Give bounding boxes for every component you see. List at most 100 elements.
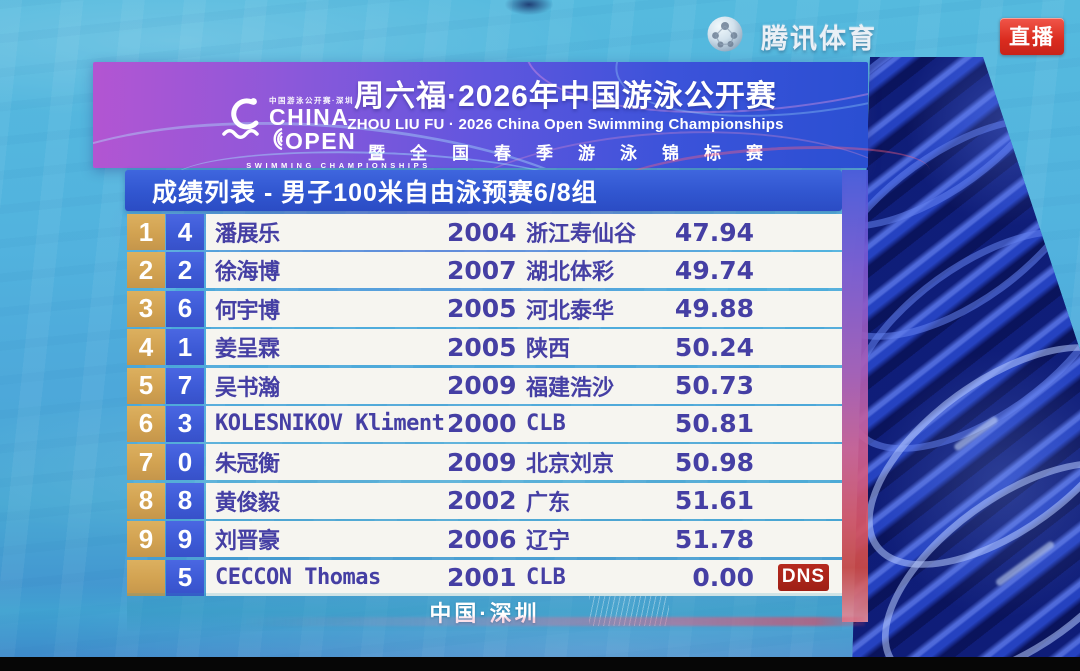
team-name: 福建浩沙 bbox=[526, 375, 615, 401]
letterbox-bar bbox=[0, 657, 1080, 671]
row-content: 徐海博 2007 湖北体彩 49.74 bbox=[206, 252, 842, 289]
result-row: 4 1 姜呈霖 2005 陕西 50.24 bbox=[127, 329, 842, 366]
athlete-name: 何宇博 bbox=[215, 298, 280, 324]
row-content: CECCON Thomas 2001 CLB 0.00 DNS bbox=[206, 559, 842, 596]
team-name: 北京刘京 bbox=[526, 452, 615, 478]
event-title-cn: 周六福·2026年中国游泳公开赛 bbox=[354, 80, 777, 113]
result-time: 50.81 bbox=[674, 409, 754, 439]
athlete-name: 潘展乐 bbox=[215, 222, 280, 247]
result-row: 8 8 黄俊毅 2002 广东 51.61 bbox=[127, 482, 842, 519]
birth-year: 2000 bbox=[447, 409, 517, 439]
rank-cell: 5 bbox=[127, 367, 165, 404]
event-header-banner: 中国游泳公开赛·深圳 CHINA OPEN SWIMM bbox=[93, 62, 868, 168]
side-accent-band bbox=[842, 170, 868, 622]
athlete-name: 黄俊毅 bbox=[215, 490, 280, 516]
team-name: 河北泰华 bbox=[526, 298, 615, 324]
rank-cell: 6 bbox=[127, 405, 165, 442]
lane-cell: 0 bbox=[166, 444, 204, 481]
result-row: 6 3 KOLESNIKOV Kliment 2000 CLB 50.81 bbox=[127, 405, 842, 442]
sports-ball-globe-icon bbox=[705, 14, 745, 59]
results-table: 1 4 潘展乐 2004 浙江寿仙谷 47.94 2 2 徐海博 2007 湖北… bbox=[127, 214, 842, 598]
rank-cell: 4 bbox=[127, 329, 165, 366]
event-subtitle-cn: 暨全国春季游泳锦标赛 bbox=[368, 144, 788, 163]
result-time: 49.74 bbox=[674, 255, 754, 285]
birth-year: 2007 bbox=[447, 255, 517, 285]
lane-cell: 7 bbox=[166, 367, 204, 404]
athlete-name: KOLESNIKOV Kliment bbox=[215, 411, 445, 437]
result-time: 50.98 bbox=[674, 447, 754, 477]
team-name: 辽宁 bbox=[526, 529, 571, 555]
athlete-name: 姜呈霖 bbox=[215, 337, 280, 363]
rank-cell: 9 bbox=[127, 521, 165, 558]
result-row: 1 4 潘展乐 2004 浙江寿仙谷 47.94 bbox=[127, 214, 842, 250]
lane-cell: 1 bbox=[166, 329, 204, 366]
team-name: 广东 bbox=[526, 490, 571, 516]
birth-year: 2005 bbox=[447, 332, 517, 362]
row-content: 朱冠衡 2009 北京刘京 50.98 bbox=[206, 444, 842, 481]
pink-streak-decor bbox=[240, 617, 865, 626]
birth-year: 2004 bbox=[447, 217, 517, 247]
athlete-name: 徐海博 bbox=[215, 260, 280, 286]
event-title-en: ZHOU LIU FU · 2026 China Open Swimming C… bbox=[347, 116, 784, 133]
team-name: 湖北体彩 bbox=[526, 260, 615, 286]
athlete-name: 吴书瀚 bbox=[215, 375, 280, 401]
lane-cell: 3 bbox=[166, 405, 204, 442]
logo-word-open: OPEN bbox=[285, 128, 357, 155]
birth-year: 2006 bbox=[447, 524, 517, 554]
rank-cell: 3 bbox=[127, 290, 165, 327]
lane-cell: 9 bbox=[166, 521, 204, 558]
logo-word-china: CHINA bbox=[269, 104, 350, 130]
result-time: 51.78 bbox=[674, 524, 754, 554]
row-content: KOLESNIKOV Kliment 2000 CLB 50.81 bbox=[206, 405, 842, 442]
result-row: 9 9 刘晋豪 2006 辽宁 51.78 bbox=[127, 521, 842, 558]
result-time: 0.00 bbox=[692, 563, 754, 593]
water-dark-object bbox=[505, 0, 553, 15]
result-time: 49.88 bbox=[674, 294, 754, 324]
result-row: 5 CECCON Thomas 2001 CLB 0.00 DNS bbox=[127, 559, 842, 596]
row-content: 姜呈霖 2005 陕西 50.24 bbox=[206, 329, 842, 366]
result-time: 51.61 bbox=[674, 486, 754, 516]
result-row: 7 0 朱冠衡 2009 北京刘京 50.98 bbox=[127, 444, 842, 481]
live-badge: 直播 bbox=[1000, 18, 1064, 55]
athlete-name: CECCON Thomas bbox=[215, 565, 381, 591]
team-name: CLB bbox=[526, 411, 566, 437]
row-content: 黄俊毅 2002 广东 51.61 bbox=[206, 482, 842, 519]
birth-year: 2001 bbox=[447, 563, 517, 593]
status-badge: DNS bbox=[777, 563, 829, 591]
lane-cell: 4 bbox=[166, 214, 204, 250]
result-time: 50.73 bbox=[674, 371, 754, 401]
logo-arcs-icon bbox=[269, 128, 284, 155]
rank-cell: 2 bbox=[127, 252, 165, 289]
result-row: 5 7 吴书瀚 2009 福建浩沙 50.73 bbox=[127, 367, 842, 404]
lane-cell: 2 bbox=[166, 252, 204, 289]
row-content: 何宇博 2005 河北泰华 49.88 bbox=[206, 290, 842, 327]
row-content: 潘展乐 2004 浙江寿仙谷 47.94 bbox=[206, 214, 842, 250]
row-content: 刘晋豪 2006 辽宁 51.78 bbox=[206, 521, 842, 558]
birth-year: 2002 bbox=[447, 486, 517, 516]
lane-cell: 8 bbox=[166, 482, 204, 519]
rank-cell: 8 bbox=[127, 482, 165, 519]
swimmer-wave-icon bbox=[221, 95, 261, 146]
results-heading-bar: 成绩列表 - 男子100米自由泳预赛6/8组 bbox=[125, 170, 842, 211]
logo-cn-tagline: 中国游泳公开赛·深圳 bbox=[269, 96, 354, 105]
result-row: 2 2 徐海博 2007 湖北体彩 49.74 bbox=[127, 252, 842, 289]
logo-word-championships: SWIMMING CHAMPIONSHIPS bbox=[246, 161, 431, 168]
athlete-name: 朱冠衡 bbox=[215, 452, 280, 478]
team-name: CLB bbox=[526, 565, 566, 591]
result-row: 3 6 何宇博 2005 河北泰华 49.88 bbox=[127, 290, 842, 327]
birth-year: 2009 bbox=[447, 447, 517, 477]
team-name: 浙江寿仙谷 bbox=[526, 222, 637, 247]
broadcaster-watermark: 腾讯体育 直播 bbox=[705, 14, 1064, 59]
rank-cell: 1 bbox=[127, 214, 165, 250]
lane-cell: 6 bbox=[166, 290, 204, 327]
china-open-logo: 中国游泳公开赛·深圳 CHINA OPEN SWIMM bbox=[221, 95, 471, 168]
rank-cell: 7 bbox=[127, 444, 165, 481]
result-time: 47.94 bbox=[674, 217, 754, 247]
row-content: 吴书瀚 2009 福建浩沙 50.73 bbox=[206, 367, 842, 404]
broadcaster-name: 腾讯体育 bbox=[761, 24, 877, 55]
rank-cell bbox=[127, 559, 165, 596]
team-name: 陕西 bbox=[526, 337, 571, 363]
birth-year: 2009 bbox=[447, 371, 517, 401]
result-time: 50.24 bbox=[674, 332, 754, 362]
